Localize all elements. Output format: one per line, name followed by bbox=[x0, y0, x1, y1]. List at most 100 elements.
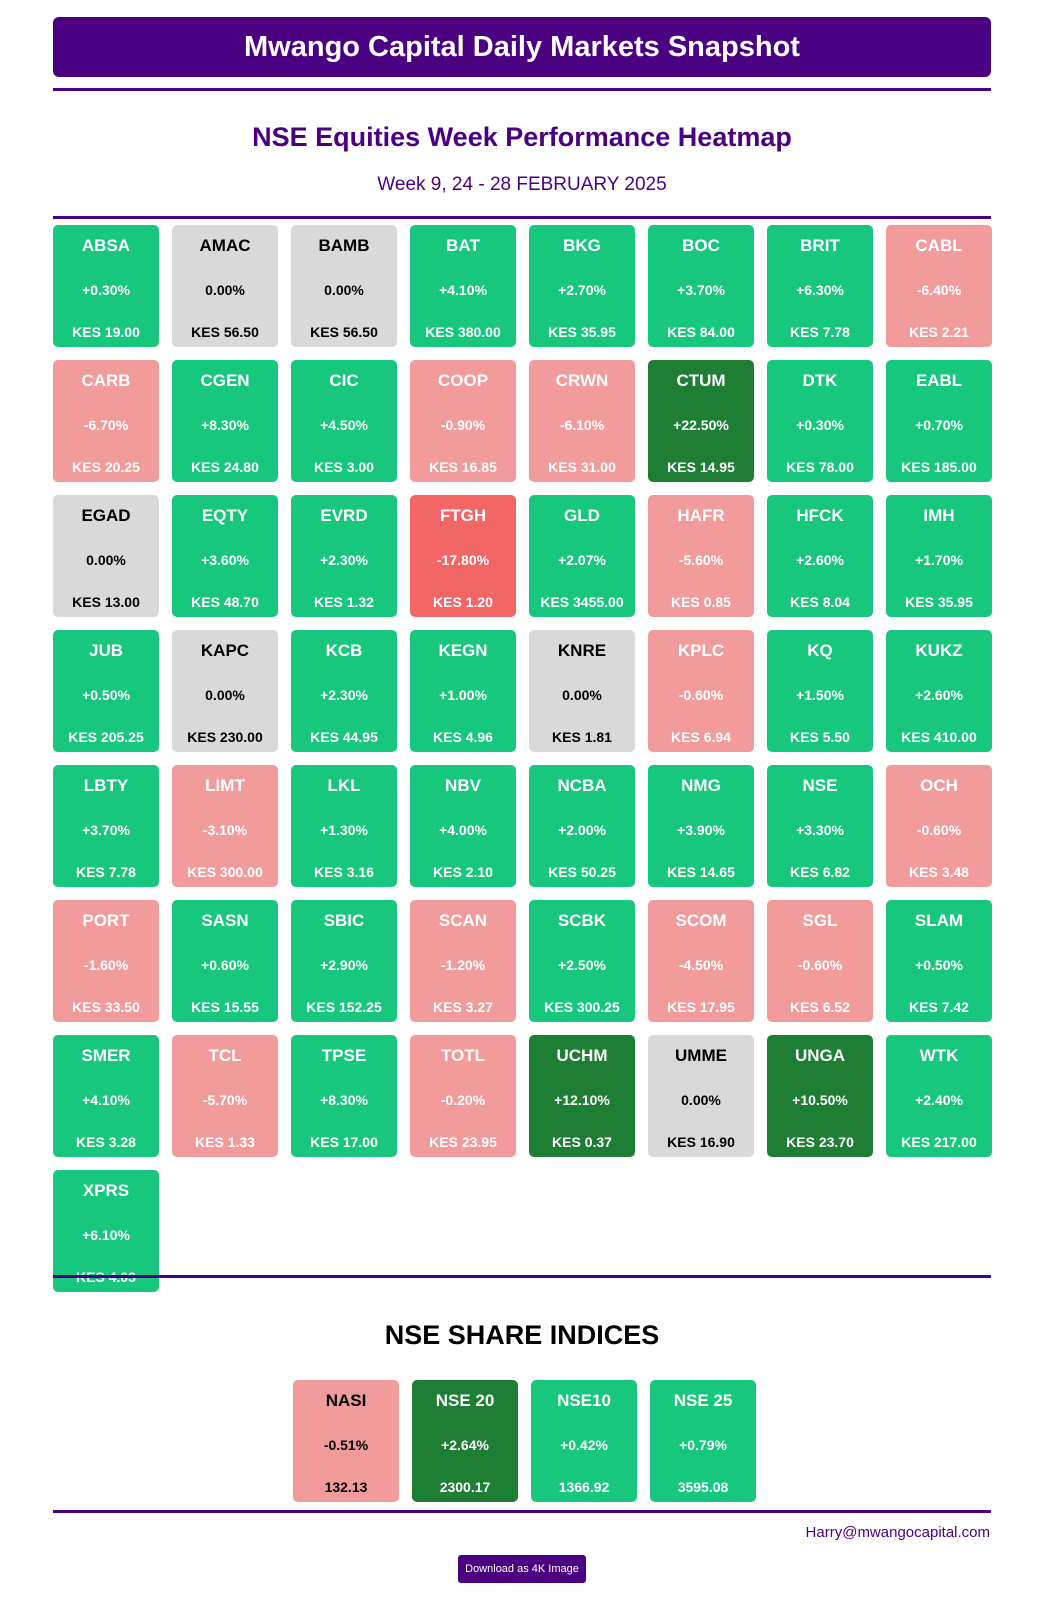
index-tile: NSE10 +0.42% 1366.92 bbox=[531, 1380, 637, 1502]
index-tile: NSE 25 +0.79% 3595.08 bbox=[650, 1380, 756, 1502]
stock-change: -0.90% bbox=[440, 417, 486, 433]
indices-title: NSE SHARE INDICES bbox=[384, 1320, 660, 1350]
stock-change: +2.30% bbox=[320, 552, 368, 568]
stock-value: KES 33.50 bbox=[72, 999, 140, 1015]
stock-value: KES 3.28 bbox=[76, 1134, 136, 1150]
stock-tile: EGAD 0.00% KES 13.00 bbox=[53, 495, 159, 617]
download-button[interactable]: Download as 4K Image bbox=[458, 1555, 586, 1583]
stock-value: KES 1.33 bbox=[195, 1134, 255, 1150]
stock-change: +3.60% bbox=[201, 552, 249, 568]
stock-value: KES 35.95 bbox=[548, 324, 616, 340]
stock-change: +3.30% bbox=[796, 822, 844, 838]
stock-value: KES 230.00 bbox=[187, 729, 263, 745]
index-name: NSE10 bbox=[557, 1391, 611, 1410]
stock-name: NSE bbox=[802, 776, 838, 795]
stock-tile: SBIC +2.90% KES 152.25 bbox=[291, 900, 397, 1022]
page-title-banner: Mwango Capital Daily Markets Snapshot bbox=[53, 17, 991, 77]
stock-name: SLAM bbox=[914, 911, 964, 930]
stock-tile: CIC +4.50% KES 3.00 bbox=[291, 360, 397, 482]
stock-tile: XPRS+6.10%KES 4.03 bbox=[53, 1170, 159, 1292]
stock-name: CIC bbox=[329, 371, 359, 390]
index-change: +2.64% bbox=[441, 1437, 489, 1453]
index-value: 2300.17 bbox=[439, 1479, 491, 1495]
index-value: 1366.92 bbox=[558, 1479, 610, 1495]
stock-name: TCL bbox=[208, 1046, 242, 1065]
stock-name: CABL bbox=[915, 236, 963, 255]
stock-tile: NSE +3.30% KES 6.82 bbox=[767, 765, 873, 887]
stock-tile: BKG +2.70% KES 35.95 bbox=[529, 225, 635, 347]
stock-value: KES 410.00 bbox=[901, 729, 977, 745]
stock-change: +6.10% bbox=[82, 1227, 130, 1243]
stock-name: OCH bbox=[920, 776, 958, 795]
stock-value: KES 300.00 bbox=[187, 864, 263, 880]
stock-tile: CABL -6.40% KES 2.21 bbox=[886, 225, 992, 347]
stock-value: KES 300.25 bbox=[544, 999, 620, 1015]
stock-change: 0.00% bbox=[205, 687, 245, 703]
index-change: +0.42% bbox=[560, 1437, 608, 1453]
stock-value: KES 6.52 bbox=[790, 999, 850, 1015]
stock-name: EVRD bbox=[320, 506, 368, 525]
contact-email[interactable]: Harry@mwangocapital.com bbox=[805, 1524, 990, 1541]
stock-change: -1.20% bbox=[440, 957, 486, 973]
stock-name: KNRE bbox=[557, 641, 607, 660]
stock-tile: LIMT -3.10% KES 300.00 bbox=[172, 765, 278, 887]
stock-change: +2.70% bbox=[558, 282, 606, 298]
stock-change: 0.00% bbox=[681, 1092, 721, 1108]
stock-change: -5.70% bbox=[202, 1092, 248, 1108]
stock-tile: NMG +3.90% KES 14.65 bbox=[648, 765, 754, 887]
index-tile: NASI -0.51% 132.13 bbox=[293, 1380, 399, 1502]
stock-name: BKG bbox=[563, 236, 601, 255]
stock-change: +6.30% bbox=[796, 282, 844, 298]
stock-name: LIMT bbox=[205, 776, 245, 795]
stock-change: +1.50% bbox=[796, 687, 844, 703]
stock-change: +2.00% bbox=[558, 822, 606, 838]
stock-value: KES 7.42 bbox=[909, 999, 969, 1015]
stock-name: KQ bbox=[807, 641, 833, 660]
stock-value: KES 20.25 bbox=[72, 459, 140, 475]
stock-tile: KUKZ +2.60% KES 410.00 bbox=[886, 630, 992, 752]
stock-change: 0.00% bbox=[324, 282, 364, 298]
stock-value: KES 0.37 bbox=[552, 1134, 612, 1150]
stock-change: +4.10% bbox=[82, 1092, 130, 1108]
heatmap-title: NSE Equities Week Performance Heatmap bbox=[252, 122, 792, 152]
stock-value: KES 44.95 bbox=[310, 729, 378, 745]
index-value: 132.13 bbox=[324, 1479, 368, 1495]
stock-change: -17.80% bbox=[436, 552, 490, 568]
stock-name: WTK bbox=[919, 1046, 959, 1065]
stock-value: KES 3455.00 bbox=[540, 594, 624, 610]
stock-change: +0.50% bbox=[915, 957, 963, 973]
stock-change: +2.40% bbox=[915, 1092, 963, 1108]
stock-tile: FTGH -17.80% KES 1.20 bbox=[410, 495, 516, 617]
stock-tile: NBV +4.00% KES 2.10 bbox=[410, 765, 516, 887]
stock-tile: IMH +1.70% KES 35.95 bbox=[886, 495, 992, 617]
stock-tile: HFCK +2.60% KES 8.04 bbox=[767, 495, 873, 617]
stock-value: KES 4.96 bbox=[433, 729, 493, 745]
stock-tile: ABSA +0.30% KES 19.00 bbox=[53, 225, 159, 347]
stock-change: +0.30% bbox=[82, 282, 130, 298]
stock-name: KPLC bbox=[677, 641, 725, 660]
stock-value: KES 56.50 bbox=[310, 324, 378, 340]
stock-value: KES 13.00 bbox=[72, 594, 140, 610]
stock-value: KES 3.00 bbox=[314, 459, 374, 475]
stock-value: KES 2.21 bbox=[909, 324, 969, 340]
stock-tile: BAMB 0.00% KES 56.50 bbox=[291, 225, 397, 347]
stock-value: KES 1.81 bbox=[552, 729, 612, 745]
stock-value: KES 23.70 bbox=[786, 1134, 854, 1150]
stock-tile: TCL -5.70% KES 1.33 bbox=[172, 1035, 278, 1157]
stock-tile: JUB +0.50% KES 205.25 bbox=[53, 630, 159, 752]
stock-name: NMG bbox=[681, 776, 721, 795]
stock-change: +1.30% bbox=[320, 822, 368, 838]
stock-tile: KQ +1.50% KES 5.50 bbox=[767, 630, 873, 752]
stock-name: HFCK bbox=[796, 506, 844, 525]
stock-change: 0.00% bbox=[562, 687, 602, 703]
stock-name: KAPC bbox=[200, 641, 250, 660]
stock-value: KES 15.55 bbox=[191, 999, 259, 1015]
stock-name: SGL bbox=[802, 911, 838, 930]
stock-value: KES 84.00 bbox=[667, 324, 735, 340]
stock-value: KES 19.00 bbox=[72, 324, 140, 340]
index-change: +0.79% bbox=[679, 1437, 727, 1453]
stock-change: +3.90% bbox=[677, 822, 725, 838]
stock-name: UNGA bbox=[794, 1046, 846, 1065]
stock-tile: KPLC -0.60% KES 6.94 bbox=[648, 630, 754, 752]
index-change: -0.51% bbox=[323, 1437, 369, 1453]
